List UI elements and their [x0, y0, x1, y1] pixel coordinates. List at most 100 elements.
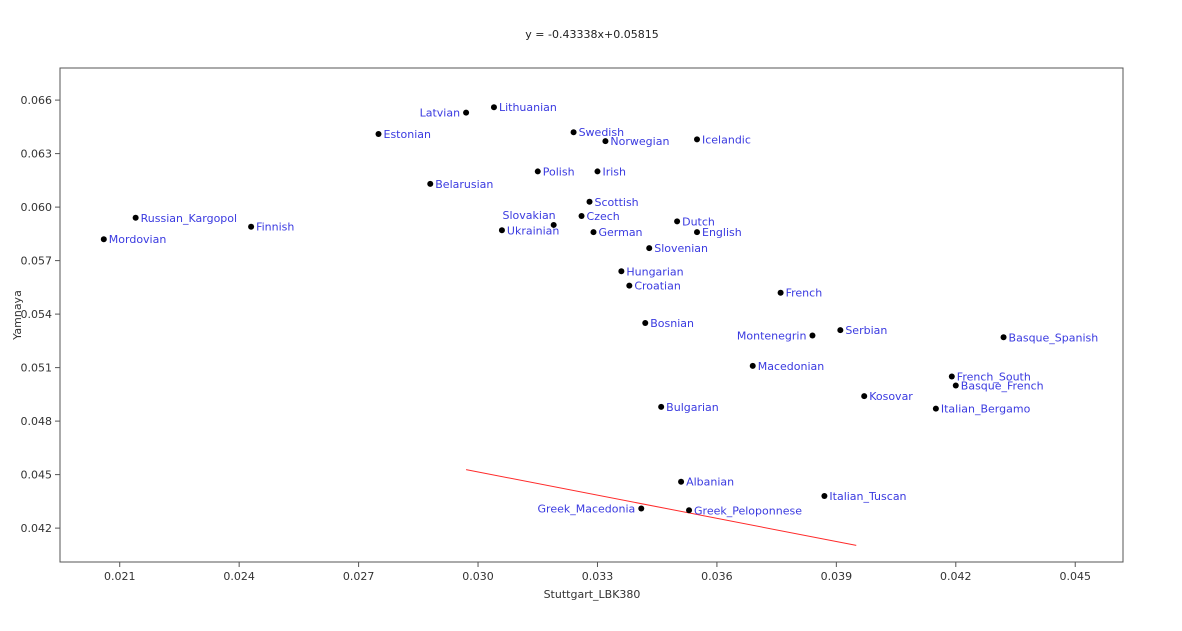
data-point	[821, 493, 828, 500]
point-label: Macedonian	[758, 360, 825, 373]
x-axis-title: Stuttgart_LBK380	[544, 588, 641, 601]
data-point	[375, 130, 382, 137]
data-point	[626, 282, 633, 289]
data-point	[1000, 334, 1007, 341]
data-point	[578, 213, 585, 220]
data-point	[642, 320, 649, 327]
data-point	[602, 138, 609, 145]
point-label: Icelandic	[702, 133, 751, 146]
point-label: Basque_French	[961, 379, 1044, 392]
point-label: Greek_Peloponnese	[694, 504, 802, 517]
chart-title: y = -0.43338x+0.05815	[525, 28, 658, 41]
x-tick-label: 0.033	[582, 570, 614, 583]
point-label: Norwegian	[610, 135, 669, 148]
y-tick-label: 0.060	[21, 201, 53, 214]
point-label: Bosnian	[650, 317, 694, 330]
point-label: German	[598, 226, 642, 239]
data-point	[686, 507, 693, 514]
point-label: Estonian	[384, 128, 431, 141]
x-tick-label: 0.024	[223, 570, 255, 583]
data-point	[534, 168, 541, 175]
point-label: Italian_Bergamo	[941, 403, 1031, 416]
y-tick-label: 0.063	[21, 148, 53, 161]
point-label: Swedish	[579, 126, 625, 139]
data-point	[638, 505, 645, 512]
trendline	[465, 469, 857, 546]
point-label: Albanian	[686, 476, 734, 489]
x-tick-label: 0.036	[701, 570, 733, 583]
data-point	[694, 229, 701, 236]
data-point	[694, 136, 701, 143]
trendline-group	[465, 469, 857, 546]
data-point	[749, 362, 756, 369]
data-point	[463, 109, 470, 116]
data-point	[427, 180, 434, 187]
data-point	[248, 223, 255, 230]
point-label: Latvian	[420, 107, 460, 120]
y-tick-label: 0.066	[21, 94, 53, 107]
point-label: Irish	[602, 165, 626, 178]
data-point	[618, 268, 625, 275]
x-tick-label: 0.021	[104, 570, 136, 583]
data-point	[570, 129, 577, 136]
point-label: Greek_Macedonia	[538, 502, 636, 515]
point-label: Mordovian	[109, 233, 167, 246]
point-label: Serbian	[845, 324, 887, 337]
y-tick-label: 0.045	[21, 469, 53, 482]
point-label: Italian_Tuscan	[829, 490, 906, 503]
point-label: Ukrainian	[507, 224, 560, 237]
data-point	[550, 221, 557, 228]
plot-area	[59, 67, 1124, 563]
data-point	[952, 382, 959, 389]
point-label: Kosovar	[869, 390, 913, 403]
data-point	[809, 332, 816, 339]
y-tick-label: 0.051	[21, 362, 53, 375]
x-tick-label: 0.030	[462, 570, 494, 583]
x-tick-label: 0.042	[940, 570, 972, 583]
point-label: French	[786, 287, 823, 300]
data-point	[490, 104, 497, 111]
data-point	[100, 236, 107, 243]
data-point	[932, 405, 939, 412]
data-point	[646, 245, 653, 252]
data-point	[837, 327, 844, 334]
y-tick-label: 0.048	[21, 415, 53, 428]
data-point	[948, 373, 955, 380]
point-label: Montenegrin	[737, 330, 807, 343]
data-point	[132, 214, 139, 221]
y-tick-label: 0.054	[21, 308, 53, 321]
point-label: Dutch	[682, 215, 715, 228]
point-label: Slovenian	[654, 242, 708, 255]
point-label: Basque_Spanish	[1009, 331, 1099, 344]
point-label: Finnish	[256, 221, 294, 234]
y-axis-title: Yamnaya	[11, 290, 24, 341]
y-tick-label: 0.042	[21, 522, 53, 535]
data-point	[586, 198, 593, 205]
x-axis: 0.021 0.024 0.027 0.030 0.033 0.036 0.039 0.042…	[104, 562, 1091, 583]
point-label: Belarusian	[435, 178, 493, 191]
point-label: Scottish	[595, 196, 639, 209]
point-label: Bulgarian	[666, 401, 719, 414]
data-points: Latvian Lithuanian Estonian SwedishNorwegia…	[100, 101, 1099, 517]
point-label: Slovakian	[503, 209, 556, 222]
point-label: Russian_Kargopol	[141, 212, 237, 225]
data-point	[674, 218, 681, 225]
data-point	[658, 403, 665, 410]
point-label: Polish	[543, 165, 575, 178]
x-tick-label: 0.045	[1059, 570, 1091, 583]
data-point	[594, 168, 601, 175]
data-point	[678, 478, 685, 485]
data-point	[777, 289, 784, 296]
point-label: English	[702, 226, 742, 239]
x-tick-label: 0.027	[343, 570, 375, 583]
y-tick-label: 0.057	[21, 255, 53, 268]
point-label: Croatian	[634, 280, 681, 293]
point-label: Lithuanian	[499, 101, 557, 114]
point-label: Czech	[587, 210, 620, 223]
point-label: Hungarian	[626, 265, 683, 278]
y-axis: 0.042 0.045 0.048 0.051 0.054 0.057 0.060 0.063…	[21, 94, 60, 535]
data-point	[590, 229, 597, 236]
data-point	[861, 393, 868, 400]
data-point	[498, 227, 505, 234]
